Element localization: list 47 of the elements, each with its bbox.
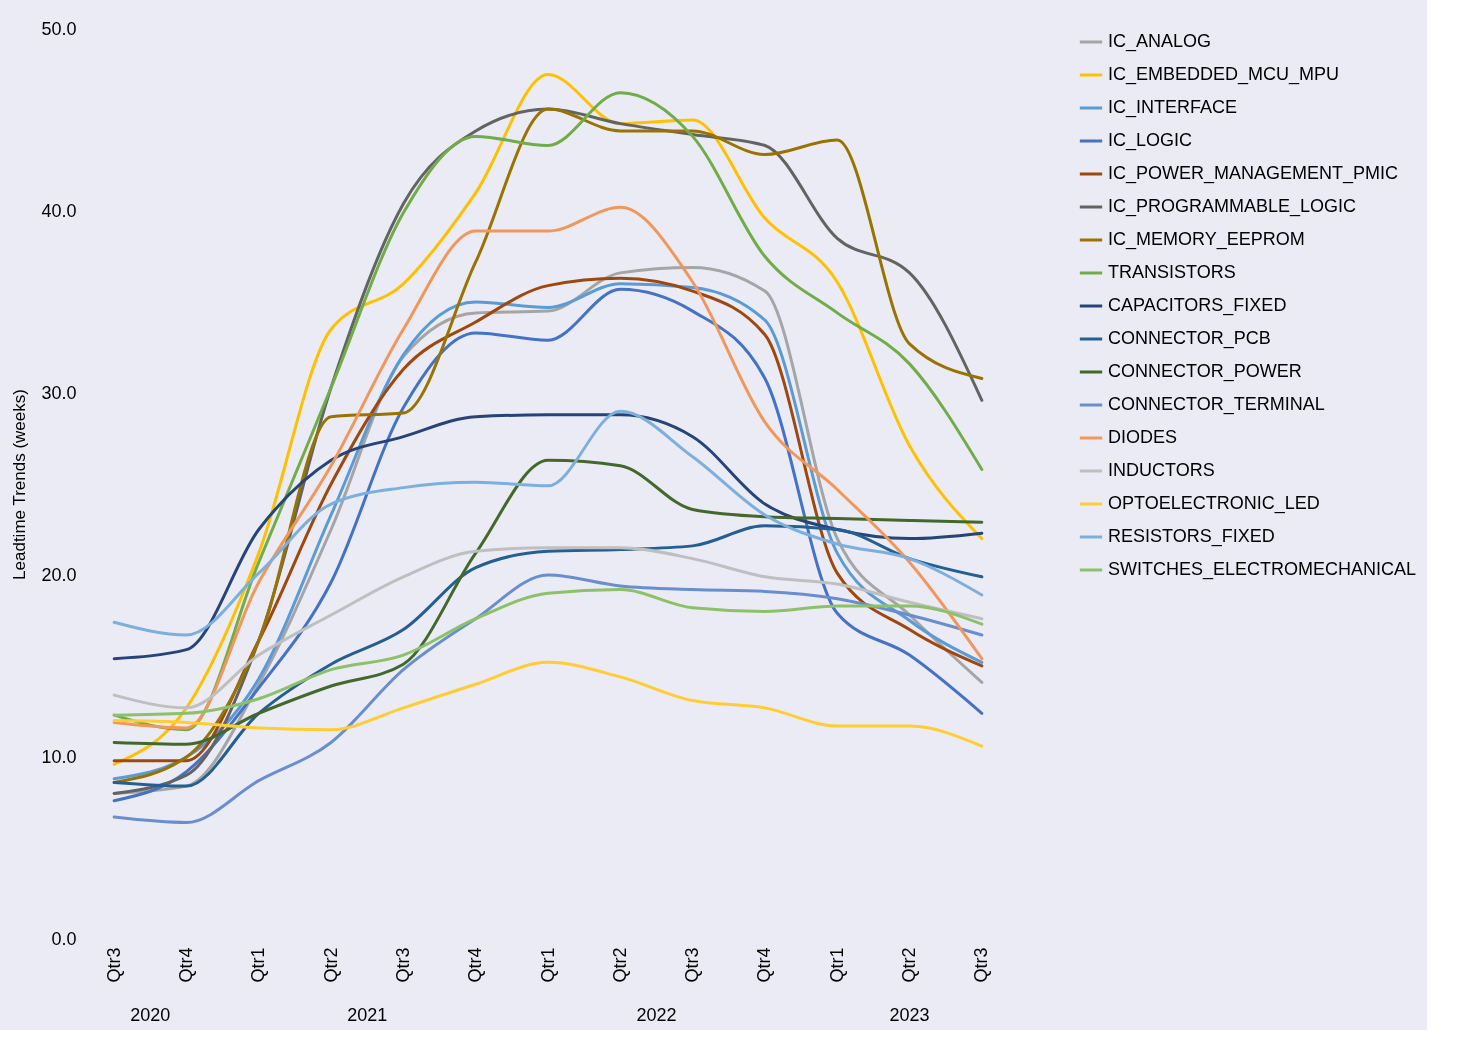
legend-label: DIODES — [1108, 427, 1178, 447]
line-series — [112, 573, 984, 825]
text: 2021 — [347, 1005, 388, 1025]
line-series — [112, 205, 984, 730]
legend-label: CAPACITORS_FIXED — [1108, 295, 1287, 316]
legend-label: RESISTORS_FIXED — [1108, 526, 1275, 547]
y-tick-label: 40.0 — [41, 200, 77, 221]
y-tick-label: 0.0 — [51, 928, 77, 949]
legend-label: SWITCHES_ELECTROMECHANICAL — [1108, 559, 1417, 580]
x-tick-label: Qtr1 — [537, 947, 558, 983]
y-tick-label: 50.0 — [41, 18, 77, 39]
legend-label: IC_MEMORY_EEPROM — [1108, 229, 1305, 250]
text: 2022 — [636, 1005, 677, 1025]
x-tick-label: Qtr3 — [103, 947, 124, 983]
x-tick-label: Qtr4 — [754, 947, 775, 983]
legend-label: INDUCTORS — [1108, 460, 1215, 480]
text: 2023 — [889, 1005, 930, 1025]
x-tick-label: Qtr2 — [899, 947, 920, 983]
legend-label: IC_EMBEDDED_MCU_MPU — [1108, 64, 1340, 85]
line-series — [112, 660, 984, 748]
x-tick-label: Qtr4 — [175, 947, 196, 983]
legend-label: IC_INTERFACE — [1108, 97, 1238, 118]
y-tick-label: 30.0 — [41, 382, 77, 403]
legend-label: TRANSISTORS — [1108, 262, 1236, 282]
legend-label: IC_POWER_MANAGEMENT_PMIC — [1108, 163, 1399, 184]
x-tick-label: Qtr2 — [609, 947, 630, 983]
x-tick-label: Qtr1 — [826, 947, 847, 983]
legend-label: IC_PROGRAMMABLE_LOGIC — [1108, 196, 1357, 217]
legend-label: CONNECTOR_PCB — [1108, 328, 1271, 349]
x-tick-label: Qtr3 — [392, 947, 413, 983]
y-axis-title: Leadtime Trends (weeks) — [10, 389, 30, 580]
line-series — [112, 546, 984, 710]
x-tick-label: Qtr3 — [682, 947, 703, 983]
x-tick-label: Qtr3 — [971, 947, 992, 983]
legend-label: IC_LOGIC — [1108, 130, 1193, 151]
y-tick-label: 20.0 — [41, 564, 77, 585]
text: 2020 — [130, 1005, 171, 1025]
x-tick-label: Qtr1 — [248, 947, 269, 983]
y-tick-label: 10.0 — [41, 746, 77, 767]
legend-label: CONNECTOR_TERMINAL — [1108, 394, 1325, 415]
legend-label: OPTOELECTRONIC_LED — [1108, 493, 1320, 514]
x-tick-label: Qtr2 — [320, 947, 341, 983]
line-series — [112, 458, 984, 746]
legend-label: IC_ANALOG — [1108, 31, 1212, 52]
x-tick-label: Qtr4 — [465, 947, 486, 983]
line-series — [112, 588, 984, 717]
legend-label: CONNECTOR_POWER — [1108, 361, 1302, 382]
